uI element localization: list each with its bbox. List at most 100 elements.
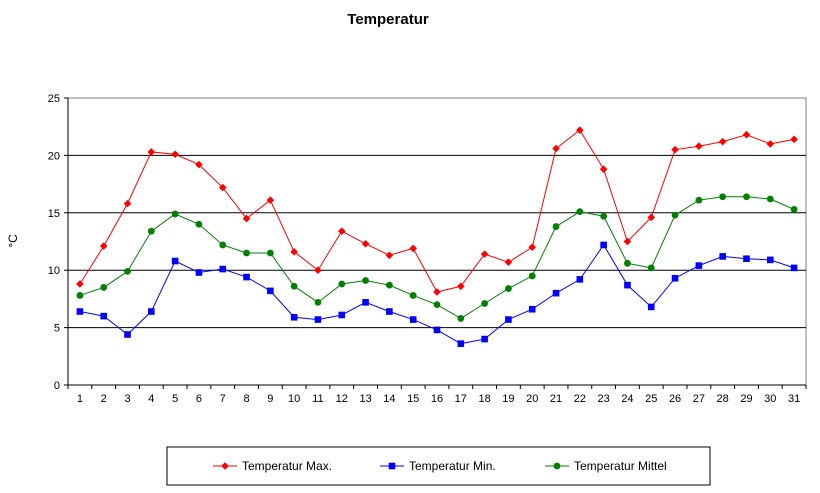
x-tick-label: 7 [220, 393, 226, 405]
data-point [719, 193, 727, 201]
legend-label: Temperatur Mittel [574, 459, 667, 473]
legend-marker [553, 462, 561, 470]
data-point [338, 311, 346, 319]
data-point [647, 213, 656, 222]
x-tick-label: 21 [550, 393, 562, 405]
data-point [433, 288, 441, 296]
data-point [338, 280, 346, 288]
data-point [171, 257, 179, 265]
data-point [433, 326, 441, 334]
data-point [171, 210, 179, 218]
data-point [552, 223, 560, 230]
x-tick-label: 28 [717, 393, 729, 405]
data-point [148, 308, 155, 315]
data-point [267, 287, 274, 295]
data-point [337, 227, 346, 235]
x-tick-label: 19 [502, 393, 514, 405]
data-point [314, 316, 322, 323]
x-tick-label: 22 [574, 393, 586, 405]
y-tick-label: 20 [48, 150, 60, 162]
data-point [552, 289, 560, 297]
legend-label: Temperatur Min. [409, 459, 496, 473]
x-tick-label: 27 [693, 393, 705, 405]
data-point [504, 258, 513, 266]
legend-label: Temperatur Max. [242, 459, 332, 473]
y-tick-label: 15 [48, 208, 60, 220]
x-tick-label: 6 [196, 393, 202, 405]
x-tick-label: 29 [740, 393, 752, 405]
data-point [505, 285, 512, 292]
x-axis: 1 2 3 4 5 6 7 8 9 10 11 12 13 14 15 16 17 18 19 20 21 22 23 24 2… [67, 98, 807, 405]
data-point [218, 183, 227, 192]
data-point [481, 300, 489, 307]
x-tick-label: 30 [764, 393, 776, 405]
x-tick-label: 3 [124, 393, 130, 405]
x-tick-label: 20 [526, 393, 538, 405]
data-point [647, 264, 655, 272]
data-point [124, 331, 131, 338]
series-temperatur-min [76, 241, 798, 347]
data-point [600, 241, 607, 249]
legend: Temperatur Max. Temperatur Min. Temperatur… [166, 446, 711, 486]
legend-items: Temperatur Max. Temperatur Min. Temperatur… [213, 459, 667, 473]
data-point [576, 126, 584, 134]
legend-marker [388, 462, 396, 470]
data-point [171, 150, 179, 159]
x-tick-label: 8 [243, 393, 249, 405]
x-tick-label: 16 [431, 393, 443, 405]
y-tick-label: 10 [48, 265, 60, 277]
data-point [195, 269, 203, 276]
data-point [671, 274, 679, 282]
x-tick-label: 5 [172, 393, 178, 405]
data-point [266, 196, 275, 204]
data-point [623, 237, 632, 246]
x-tick-label: 25 [645, 393, 657, 405]
data-point [433, 301, 441, 309]
x-tick-label: 13 [359, 393, 371, 405]
data-point [314, 266, 322, 274]
legend-box [166, 446, 711, 486]
data-point [743, 255, 750, 263]
data-point [457, 282, 465, 291]
data-point [385, 251, 394, 260]
data-point [386, 308, 393, 315]
legend-item: Temperatur Max. [213, 459, 332, 473]
x-tick-label: 1 [77, 393, 83, 405]
data-point [457, 315, 465, 322]
data-point [290, 248, 298, 256]
data-point [409, 244, 417, 253]
data-point [718, 137, 727, 146]
x-tick-label: 11 [312, 393, 323, 405]
data-point [385, 281, 393, 289]
data-point [457, 340, 465, 347]
data-point [671, 211, 679, 219]
data-point [219, 265, 227, 273]
data-point [790, 264, 798, 272]
data-point [242, 214, 251, 223]
y-axis-label: °C [6, 234, 20, 248]
data-point [743, 193, 750, 201]
x-tick-label: 2 [101, 393, 107, 405]
x-tick-label: 4 [148, 393, 154, 405]
x-tick-label: 17 [455, 393, 467, 405]
series-temperatur-max [76, 126, 798, 296]
data-point [671, 145, 679, 154]
data-point [266, 249, 274, 257]
data-point [76, 292, 84, 299]
data-point [742, 130, 751, 139]
x-tick-label: 15 [407, 393, 419, 405]
data-point [647, 303, 655, 311]
chart-title: Temperatur [347, 11, 429, 28]
data-point [290, 282, 298, 290]
x-tick-label: 14 [383, 393, 395, 405]
x-tick-label: 24 [621, 393, 633, 405]
x-tick-label: 10 [288, 393, 300, 405]
data-point [124, 267, 131, 275]
data-point [790, 205, 798, 213]
legend-marker [221, 462, 229, 470]
x-tick-label: 9 [267, 393, 273, 405]
series-temperatur-mittel [76, 193, 798, 322]
data-point [195, 220, 203, 228]
data-point [243, 249, 250, 257]
